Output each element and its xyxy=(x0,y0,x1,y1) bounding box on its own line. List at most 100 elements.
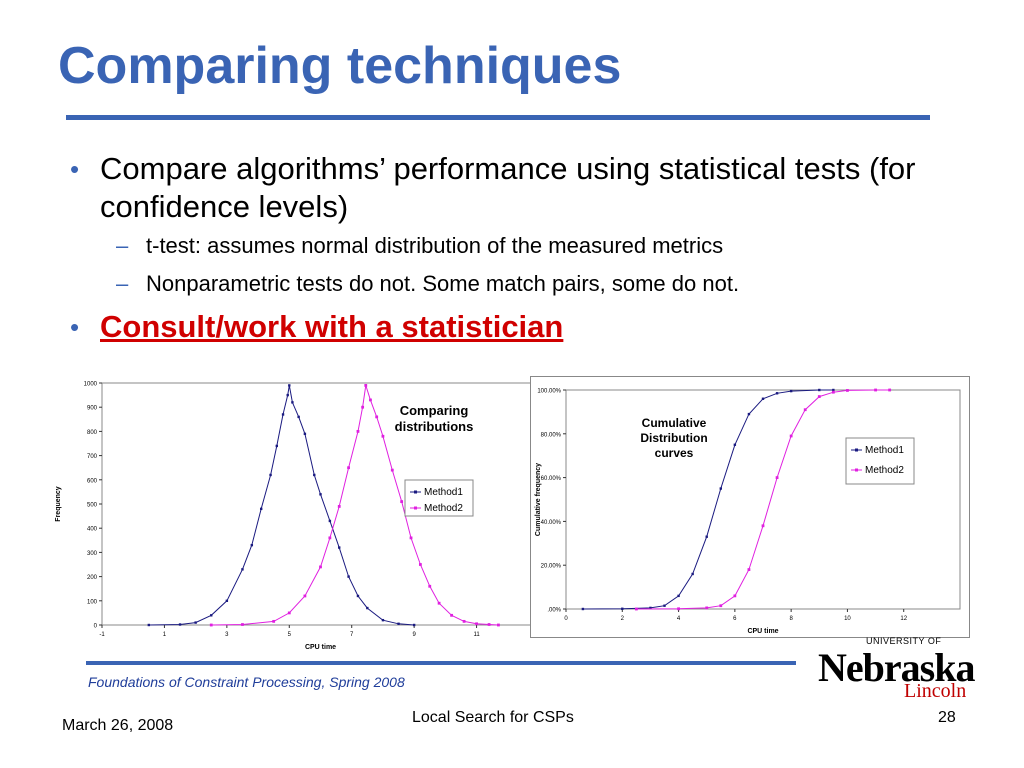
data-point xyxy=(775,476,779,479)
data-point xyxy=(269,473,272,477)
course-name: Foundations of Constraint Processing, Sp… xyxy=(88,674,405,690)
x-tick-label: 12 xyxy=(900,616,907,622)
chart-annotation: Comparing distributions xyxy=(395,403,474,434)
data-point xyxy=(369,398,372,402)
y-tick-label: 20.00% xyxy=(541,564,562,570)
data-point xyxy=(634,607,638,611)
footer-divider xyxy=(86,661,796,665)
data-point xyxy=(272,619,276,623)
data-point xyxy=(328,519,332,523)
data-point xyxy=(428,584,432,588)
y-tick-label: 100.00% xyxy=(537,389,561,395)
sub-bullet-marker: – xyxy=(116,233,129,258)
sub-bullet-text: t-test: assumes normal distribution of t… xyxy=(146,233,724,258)
data-point xyxy=(789,389,793,393)
data-point xyxy=(888,388,892,392)
data-point xyxy=(319,565,322,569)
slide-date: March 26, 2008 xyxy=(62,717,174,734)
data-point xyxy=(831,390,835,394)
data-point xyxy=(147,623,151,627)
y-tick-label: 60.00% xyxy=(541,476,562,482)
data-point xyxy=(450,613,453,617)
legend-label: Method1 xyxy=(865,445,904,456)
y-tick-label: 80.00% xyxy=(541,432,562,438)
x-tick-label: 6 xyxy=(733,616,737,622)
data-point xyxy=(817,395,821,398)
x-axis-label: CPU time xyxy=(747,628,778,635)
x-tick-label: 9 xyxy=(412,632,416,638)
data-point xyxy=(303,432,307,436)
annotation-line: Cumulative xyxy=(642,416,707,430)
data-point xyxy=(400,500,404,503)
data-point xyxy=(356,594,360,598)
data-point xyxy=(733,443,737,446)
y-tick-label: 700 xyxy=(87,454,98,460)
sub-bullet-marker: – xyxy=(116,271,129,296)
data-point xyxy=(287,611,291,615)
legend-marker xyxy=(414,506,417,510)
data-point xyxy=(381,434,385,438)
bullet-text: Compare algorithms’ performance using st… xyxy=(100,151,916,224)
y-tick-label: 900 xyxy=(87,406,98,412)
data-point xyxy=(761,397,765,400)
data-point xyxy=(209,623,213,627)
sub-bullet-nonparametric: – Nonparametric tests do not. Some match… xyxy=(70,270,970,298)
data-point xyxy=(747,412,751,416)
sub-bullet-ttest: – t-test: assumes normal distribution of… xyxy=(70,232,970,260)
data-point xyxy=(364,384,368,387)
data-point xyxy=(194,621,197,624)
data-point xyxy=(719,604,723,608)
data-point xyxy=(225,599,229,602)
data-point xyxy=(691,572,694,576)
logo-university: UNIVERSITY OF xyxy=(866,636,942,646)
x-tick-label: 2 xyxy=(621,616,625,622)
x-tick-label: 5 xyxy=(288,632,292,638)
data-point xyxy=(621,607,624,610)
y-axis-label: Cumulative frequency xyxy=(535,463,542,536)
y-tick-label: 600 xyxy=(87,478,98,484)
series-line-method2 xyxy=(211,385,499,626)
data-point xyxy=(178,623,182,626)
data-point xyxy=(874,388,877,392)
chart-annotation: Cumulative Distribution curves xyxy=(640,416,707,460)
data-point xyxy=(789,434,793,438)
bullet-consult: • Consult/work with a statistician xyxy=(70,308,970,346)
legend-marker xyxy=(855,448,858,452)
data-point xyxy=(397,622,400,625)
data-point xyxy=(291,401,294,404)
statistician-link[interactable]: Consult/work with a statistician xyxy=(100,309,564,344)
plot-area xyxy=(565,389,961,610)
data-point xyxy=(846,389,849,392)
data-point xyxy=(775,392,779,395)
data-point xyxy=(677,607,680,611)
x-tick-label: 11 xyxy=(473,632,480,638)
data-point xyxy=(366,606,369,610)
x-tick-label: 7 xyxy=(350,632,354,638)
y-tick-label: 400 xyxy=(87,527,98,533)
bullet-marker: • xyxy=(70,154,80,184)
data-point xyxy=(818,388,821,392)
data-point xyxy=(347,466,350,470)
data-point xyxy=(803,408,807,412)
page-number: 28 xyxy=(938,709,956,726)
data-point xyxy=(663,604,666,607)
data-point xyxy=(275,444,278,448)
data-point xyxy=(418,563,422,566)
y-tick-label: 0 xyxy=(94,624,98,630)
data-point xyxy=(319,493,322,496)
y-tick-label: 800 xyxy=(87,430,98,436)
data-point xyxy=(581,607,585,611)
data-point xyxy=(733,594,737,598)
title-underline xyxy=(66,115,930,120)
cumulative-chart: .00% 20.00% 40.00% 60.00% 80.00% 100.00% 0 2 4 6 8… xyxy=(530,376,970,638)
annotation-line: Distribution xyxy=(640,431,707,445)
bullet-marker: • xyxy=(70,312,80,342)
lecture-title: Local Search for CSPs xyxy=(412,709,574,726)
data-point xyxy=(705,606,709,610)
y-tick-label: 300 xyxy=(87,551,98,557)
y-tick-label: 200 xyxy=(87,575,98,581)
data-point xyxy=(705,535,708,538)
data-point xyxy=(356,430,360,433)
legend-marker xyxy=(855,468,858,472)
y-tick-label: 100 xyxy=(87,599,98,605)
